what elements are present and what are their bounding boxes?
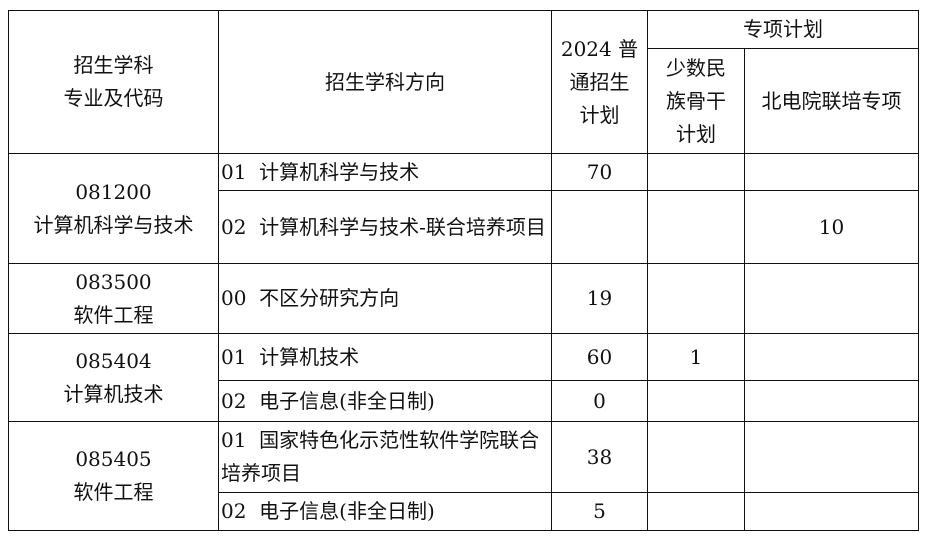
header-special-plan: 专项计划 [647,10,919,49]
minority-cell [647,190,745,264]
header-minority: 少数民 族骨干 计划 [647,48,745,154]
joint-cell [744,421,919,493]
table-row: 083500 软件工程 00 不区分研究方向 19 [8,263,919,334]
general-cell: 5 [551,492,648,531]
minority-cell [647,492,745,531]
table-row: 085405 软件工程 01 国家特色化示范性软件学院联合培养项目 38 [8,421,919,531]
subject-cell: 085404 计算机技术 [8,333,219,422]
general-cell [551,190,648,264]
subject-cell: 085405 软件工程 [8,421,219,531]
minority-cell: 1 [647,333,745,381]
table-row: 02 电子信息(非全日制) 0 [9,380,919,422]
general-cell: 38 [551,421,648,493]
direction-cell: 01 计算机科学与技术 [218,153,552,191]
joint-cell [744,492,919,531]
direction-cell: 00 不区分研究方向 [218,263,552,334]
joint-cell [744,263,919,334]
general-cell: 19 [551,263,648,334]
general-cell: 60 [551,333,648,381]
header-direction: 招生学科方向 [218,10,552,154]
enrollment-plan-table: 招生学科 专业及代码 招生学科方向 2024 普通招生 计划 专项计划 少数民 族骨干… [8,10,919,531]
joint-cell: 10 [744,190,919,264]
direction-cell: 01 计算机技术 [218,333,552,381]
joint-cell [744,380,919,422]
joint-cell [744,153,919,191]
minority-cell [647,380,745,422]
table-row: 081200 计算机科学与技术 01 计算机科学与技术 70 [8,153,919,264]
general-cell: 0 [551,380,648,422]
header-joint: 北电院联培专项 [744,48,919,154]
minority-cell [647,153,745,191]
subject-cell: 083500 软件工程 [8,263,219,334]
general-cell: 70 [551,153,648,191]
subject-cell: 081200 计算机科学与技术 [8,153,219,264]
direction-cell: 02 电子信息(非全日制) [218,380,552,422]
table-row: 085404 计算机技术 01 计算机技术 60 1 [8,333,919,422]
header-subject: 招生学科 专业及代码 [8,10,219,154]
minority-cell [647,421,745,493]
joint-cell [744,333,919,381]
minority-cell [647,263,745,334]
table-row: 02 计算机科学与技术-联合培养项目 10 [9,190,919,264]
direction-cell: 01 国家特色化示范性软件学院联合培养项目 [218,421,552,493]
header-general-plan: 2024 普通招生 计划 [551,10,648,154]
table-row: 02 电子信息(非全日制) 5 [9,492,919,531]
direction-cell: 02 计算机科学与技术-联合培养项目 [218,190,552,264]
direction-cell: 02 电子信息(非全日制) [218,492,552,531]
